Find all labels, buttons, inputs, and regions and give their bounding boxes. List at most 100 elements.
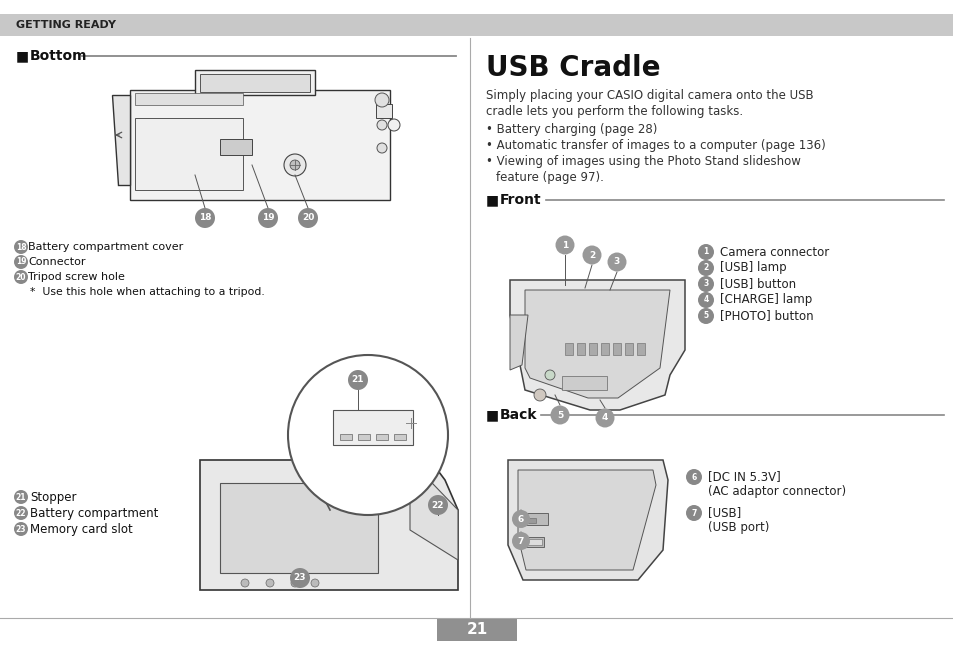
Bar: [436, 619, 517, 641]
Circle shape: [698, 292, 713, 308]
Bar: [394, 434, 406, 440]
Bar: [200, 74, 310, 92]
Text: Simply placing your CASIO digital camera onto the USB: Simply placing your CASIO digital camera…: [485, 90, 813, 103]
Bar: [600, 343, 608, 355]
Circle shape: [534, 389, 545, 401]
Bar: [527, 539, 541, 545]
Bar: [135, 118, 243, 190]
Text: • Viewing of images using the Photo Stand slideshow: • Viewing of images using the Photo Stan…: [485, 156, 800, 169]
Circle shape: [290, 568, 310, 588]
Circle shape: [14, 270, 28, 284]
Text: 3: 3: [613, 258, 619, 267]
Bar: [527, 518, 536, 523]
Circle shape: [14, 240, 28, 254]
Bar: [637, 343, 644, 355]
Polygon shape: [507, 460, 667, 580]
Text: Back: Back: [499, 408, 537, 422]
Text: • Battery charging (page 28): • Battery charging (page 28): [485, 123, 657, 136]
Circle shape: [297, 208, 317, 228]
Circle shape: [288, 355, 448, 515]
Bar: [135, 93, 243, 105]
Text: ¯: ¯: [16, 257, 21, 267]
Bar: [624, 343, 633, 355]
Bar: [577, 343, 584, 355]
Text: 23: 23: [294, 574, 306, 583]
Text: [PHOTO] button: [PHOTO] button: [720, 309, 813, 322]
Text: cradle lets you perform the following tasks.: cradle lets you perform the following ta…: [485, 105, 742, 118]
Text: 19: 19: [261, 213, 274, 222]
Bar: [375, 434, 388, 440]
Text: 2: 2: [702, 264, 708, 273]
Text: 22: 22: [16, 508, 27, 517]
Circle shape: [348, 370, 368, 390]
Polygon shape: [510, 315, 527, 370]
Text: 21: 21: [352, 375, 364, 384]
Bar: [220, 139, 252, 155]
Circle shape: [257, 208, 277, 228]
Text: 3: 3: [702, 280, 708, 289]
Text: 21: 21: [16, 492, 27, 501]
Text: [USB] button: [USB] button: [720, 278, 796, 291]
Text: [USB] lamp: [USB] lamp: [720, 262, 786, 275]
Circle shape: [14, 506, 28, 520]
Text: 4: 4: [702, 295, 708, 304]
Text: ■: ■: [485, 193, 498, 207]
Circle shape: [14, 522, 28, 536]
Text: Battery compartment cover: Battery compartment cover: [28, 242, 183, 252]
Bar: [220, 483, 377, 573]
Text: 22: 22: [432, 501, 444, 510]
Circle shape: [698, 244, 713, 260]
Text: 20: 20: [301, 213, 314, 222]
Circle shape: [582, 245, 601, 264]
Text: Front: Front: [499, 193, 541, 207]
Circle shape: [698, 308, 713, 324]
Bar: [0, 14, 953, 36]
Polygon shape: [510, 280, 684, 410]
Text: 23: 23: [16, 525, 27, 534]
Text: USB Cradle: USB Cradle: [485, 54, 659, 82]
Polygon shape: [524, 290, 669, 398]
Bar: [525, 513, 547, 525]
Polygon shape: [200, 460, 457, 590]
Text: 1: 1: [702, 247, 708, 256]
Text: 18: 18: [15, 242, 27, 251]
Text: feature (page 97).: feature (page 97).: [496, 171, 603, 183]
Text: Stopper: Stopper: [30, 490, 76, 503]
Text: Memory card slot: Memory card slot: [30, 523, 132, 536]
Circle shape: [428, 495, 448, 515]
Polygon shape: [112, 95, 130, 185]
Text: ®: ®: [16, 242, 26, 252]
Circle shape: [555, 236, 574, 255]
Text: °: °: [16, 272, 21, 282]
Text: *  Use this hole when attaching to a tripod.: * Use this hole when attaching to a trip…: [30, 287, 265, 297]
Circle shape: [550, 406, 569, 424]
Circle shape: [376, 120, 387, 130]
Circle shape: [376, 143, 387, 153]
Circle shape: [194, 208, 214, 228]
Text: Battery compartment: Battery compartment: [30, 506, 158, 519]
Bar: [588, 343, 597, 355]
Text: 4: 4: [601, 413, 608, 422]
Polygon shape: [410, 460, 457, 560]
Text: Bottom: Bottom: [30, 49, 88, 63]
Text: 6: 6: [517, 514, 523, 523]
Text: 1: 1: [561, 240, 568, 249]
Circle shape: [698, 276, 713, 292]
Polygon shape: [333, 410, 413, 445]
Text: GETTING READY: GETTING READY: [16, 20, 116, 30]
Text: 2: 2: [588, 251, 595, 260]
Circle shape: [375, 93, 389, 107]
Text: 7: 7: [517, 536, 523, 545]
Bar: [564, 343, 573, 355]
Bar: [561, 376, 606, 390]
Bar: [525, 537, 543, 547]
Text: • Automatic transfer of images to a computer (page 136): • Automatic transfer of images to a comp…: [485, 140, 825, 152]
Text: [DC IN 5.3V]: [DC IN 5.3V]: [707, 470, 780, 483]
Bar: [613, 343, 620, 355]
Circle shape: [290, 160, 299, 170]
Text: [CHARGE] lamp: [CHARGE] lamp: [720, 293, 811, 306]
Text: (USB port): (USB port): [707, 521, 768, 534]
Circle shape: [512, 532, 530, 550]
Text: Connector: Connector: [28, 257, 86, 267]
Circle shape: [14, 255, 28, 269]
